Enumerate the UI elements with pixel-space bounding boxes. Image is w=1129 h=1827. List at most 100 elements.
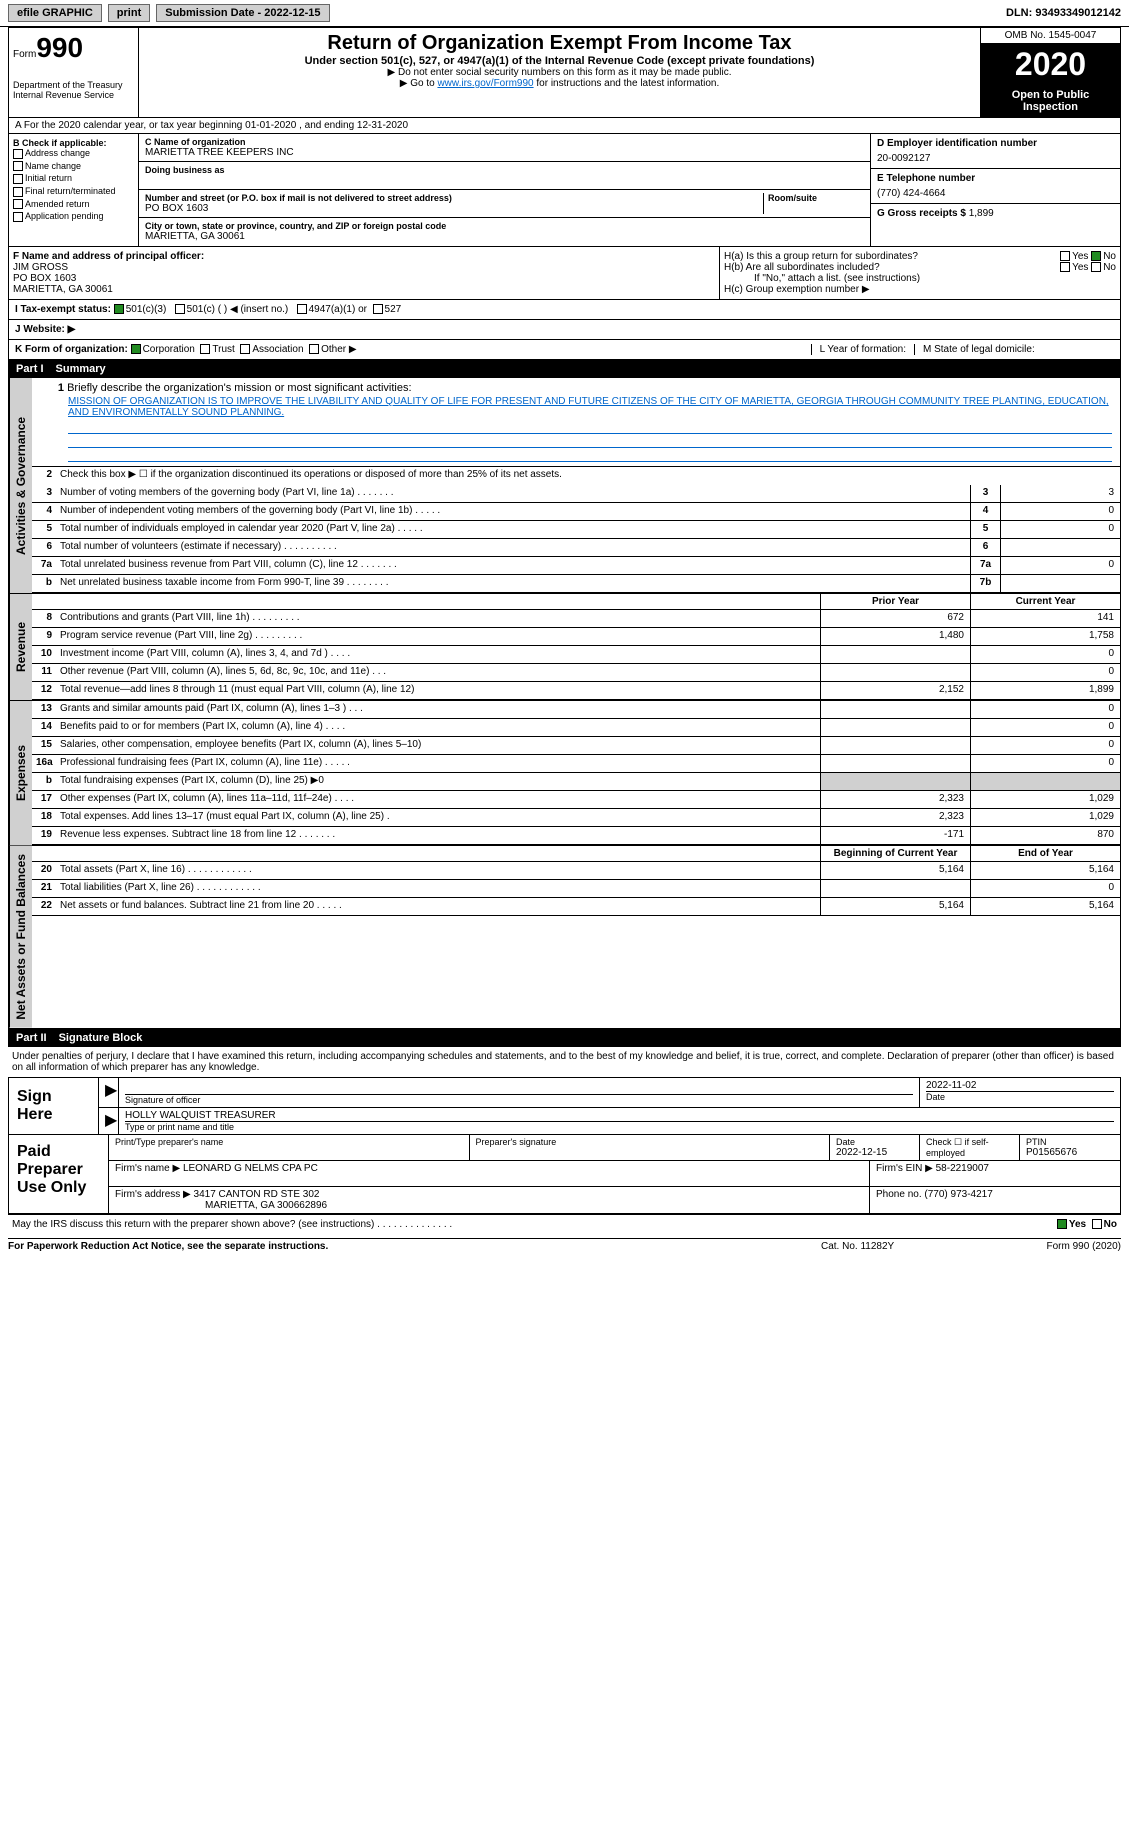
prep-date-label: Date	[836, 1137, 913, 1147]
firm-ein-value: 58-2219007	[936, 1163, 989, 1174]
summary-line: 3Number of voting members of the governi…	[32, 485, 1120, 503]
firm-name-label: Firm's name ▶	[115, 1163, 180, 1174]
chk-name-change[interactable]	[13, 161, 23, 171]
discuss-no[interactable]	[1092, 1219, 1102, 1229]
form-instr-2: ▶ Go to www.irs.gov/Form990 for instruct…	[143, 78, 976, 89]
chk-amended-return[interactable]	[13, 199, 23, 209]
discuss-yes[interactable]	[1057, 1219, 1067, 1229]
phone-value: (770) 424-4664	[877, 188, 1114, 199]
street-label: Number and street (or P.O. box if mail i…	[145, 193, 759, 203]
chk-other[interactable]	[309, 344, 319, 354]
net-assets-section: Net Assets or Fund Balances Beginning of…	[8, 846, 1121, 1029]
chk-corp[interactable]	[131, 344, 141, 354]
top-bar: efile GRAPHIC print Submission Date - 20…	[0, 0, 1129, 27]
chk-final-return[interactable]	[13, 187, 23, 197]
section-f: F Name and address of principal officer:…	[9, 247, 720, 299]
city-label: City or town, state or province, country…	[145, 221, 864, 231]
form-title-box: Return of Organization Exempt From Incom…	[139, 28, 980, 117]
street-value: PO BOX 1603	[145, 203, 759, 214]
prep-sig-label: Preparer's signature	[470, 1135, 831, 1160]
vtab-governance: Activities & Governance	[9, 378, 32, 593]
form-instr-1: ▶ Do not enter social security numbers o…	[143, 67, 976, 78]
chk-501c[interactable]	[175, 304, 185, 314]
mission-blank-line	[68, 448, 1112, 462]
ha-no[interactable]	[1091, 251, 1101, 261]
governance-section: Activities & Governance 1 Briefly descri…	[8, 378, 1121, 594]
part2-num: Part II	[16, 1032, 47, 1044]
mission-block: 1 Briefly describe the organization's mi…	[32, 378, 1120, 467]
part2-title: Signature Block	[59, 1032, 143, 1044]
chk-501c3[interactable]	[114, 304, 124, 314]
tax-period-row: A For the 2020 calendar year, or tax yea…	[8, 118, 1121, 133]
open-inspection-label: Open to Public Inspection	[981, 85, 1120, 117]
footer-row: For Paperwork Reduction Act Notice, see …	[8, 1238, 1121, 1252]
summary-line: 8Contributions and grants (Part VIII, li…	[32, 610, 1120, 628]
firm-name-value: LEONARD G NELMS CPA PC	[183, 1163, 318, 1174]
form-subtitle: Under section 501(c), 527, or 4947(a)(1)…	[143, 55, 976, 67]
summary-line: 13Grants and similar amounts paid (Part …	[32, 701, 1120, 719]
section-l-label: L Year of formation:	[811, 344, 914, 355]
firm-addr-label: Firm's address ▶	[115, 1189, 191, 1200]
form-label: Form	[13, 49, 36, 60]
officer-group-block: F Name and address of principal officer:…	[8, 247, 1121, 300]
col-current: Current Year	[970, 594, 1120, 609]
form-number: 990	[36, 32, 83, 63]
chk-527[interactable]	[373, 304, 383, 314]
revenue-section: Revenue Prior YearCurrent Year 8Contribu…	[8, 594, 1121, 701]
arrow-icon: ▶	[99, 1078, 119, 1107]
chk-trust[interactable]	[200, 344, 210, 354]
hc-label: H(c) Group exemption number ▶	[724, 284, 1116, 295]
summary-line: 15Salaries, other compensation, employee…	[32, 737, 1120, 755]
footer-right: Form 990 (2020)	[971, 1241, 1121, 1252]
city-value: MARIETTA, GA 30061	[145, 231, 864, 242]
col-end: End of Year	[970, 846, 1120, 861]
dba-label: Doing business as	[145, 165, 864, 175]
chk-app-pending[interactable]	[13, 212, 23, 222]
omb-label: OMB No. 1545-0047	[981, 28, 1120, 44]
summary-line: 10Investment income (Part VIII, column (…	[32, 646, 1120, 664]
chk-address-change[interactable]	[13, 149, 23, 159]
summary-line: 21Total liabilities (Part X, line 26) . …	[32, 880, 1120, 898]
sig-officer-label: Signature of officer	[125, 1094, 913, 1105]
summary-line: 12Total revenue—add lines 8 through 11 (…	[32, 682, 1120, 700]
sign-here-block: Sign Here ▶ Signature of officer 2022-11…	[8, 1077, 1121, 1135]
hb-yes[interactable]	[1060, 262, 1070, 272]
ptin-label: PTIN	[1026, 1137, 1114, 1147]
summary-line: 22Net assets or fund balances. Subtract …	[32, 898, 1120, 916]
irs-link[interactable]: www.irs.gov/Form990	[437, 78, 533, 89]
officer-printed-name: HOLLY WALQUIST TREASURER	[125, 1110, 1114, 1121]
officer-addr1: PO BOX 1603	[13, 273, 715, 284]
may-discuss-row: May the IRS discuss this return with the…	[8, 1214, 1121, 1234]
col-prior: Prior Year	[820, 594, 970, 609]
form-year-box: OMB No. 1545-0047 2020 Open to Public In…	[980, 28, 1120, 117]
summary-line: 18Total expenses. Add lines 13–17 (must …	[32, 809, 1120, 827]
section-b-checkboxes: B Check if applicable: Address change Na…	[9, 134, 139, 246]
hb-label: H(b) Are all subordinates included?	[724, 262, 880, 273]
chk-assoc[interactable]	[240, 344, 250, 354]
line2-text: Check this box ▶ ☐ if the organization d…	[56, 467, 1120, 485]
section-d-e-g: D Employer identification number 20-0092…	[870, 134, 1120, 246]
hb-no[interactable]	[1091, 262, 1101, 272]
entity-block: B Check if applicable: Address change Na…	[8, 133, 1121, 247]
sig-date-value: 2022-11-02	[926, 1080, 1114, 1091]
mission-blank-line	[68, 434, 1112, 448]
signature-intro: Under penalties of perjury, I declare th…	[8, 1047, 1121, 1077]
part1-num: Part I	[16, 363, 44, 375]
part1-title: Summary	[56, 363, 106, 375]
chk-4947[interactable]	[297, 304, 307, 314]
ein-value: 20-0092127	[877, 153, 1114, 164]
part1-header: Part I Summary	[8, 360, 1121, 378]
summary-line: 5Total number of individuals employed in…	[32, 521, 1120, 539]
mission-text: MISSION OF ORGANIZATION IS TO IMPROVE TH…	[40, 394, 1112, 420]
tax-year: 2020	[981, 44, 1120, 85]
print-button[interactable]: print	[108, 4, 150, 22]
self-emp-label: Check ☐ if self-employed	[920, 1135, 1020, 1160]
mission-blank-line	[68, 420, 1112, 434]
officer-name-label: Type or print name and title	[125, 1121, 1114, 1132]
section-k-label: K Form of organization:	[15, 344, 128, 355]
ha-yes[interactable]	[1060, 251, 1070, 261]
line1-label: Briefly describe the organization's miss…	[67, 382, 411, 394]
org-name: MARIETTA TREE KEEPERS INC	[145, 147, 864, 158]
chk-initial-return[interactable]	[13, 174, 23, 184]
firm-ein-label: Firm's EIN ▶	[876, 1163, 933, 1174]
